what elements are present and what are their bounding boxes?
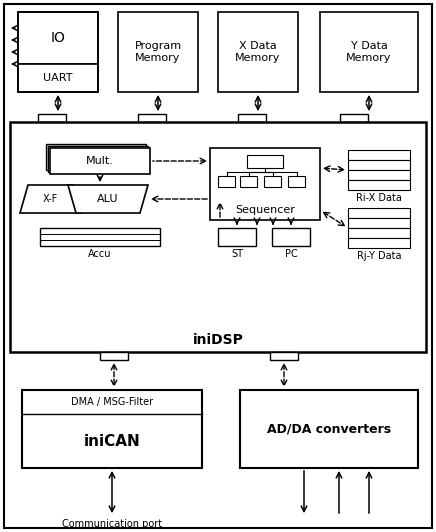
FancyBboxPatch shape (348, 150, 410, 160)
Text: Ri-X Data: Ri-X Data (356, 193, 402, 203)
FancyBboxPatch shape (210, 148, 320, 220)
FancyBboxPatch shape (38, 114, 66, 122)
FancyBboxPatch shape (10, 122, 426, 352)
FancyBboxPatch shape (340, 114, 368, 122)
Text: Mult.: Mult. (86, 156, 114, 166)
FancyBboxPatch shape (138, 114, 166, 122)
FancyBboxPatch shape (40, 228, 160, 246)
Polygon shape (68, 185, 148, 213)
FancyBboxPatch shape (348, 218, 410, 228)
FancyBboxPatch shape (22, 390, 202, 468)
FancyBboxPatch shape (238, 114, 266, 122)
FancyBboxPatch shape (348, 228, 410, 238)
FancyBboxPatch shape (348, 170, 410, 180)
FancyBboxPatch shape (218, 12, 298, 92)
FancyBboxPatch shape (348, 238, 410, 248)
Text: X-F: X-F (43, 194, 58, 204)
Text: Rj-Y Data: Rj-Y Data (357, 251, 401, 261)
Text: Accu: Accu (88, 249, 112, 259)
Text: iniDSP: iniDSP (193, 333, 243, 347)
FancyBboxPatch shape (118, 12, 198, 92)
FancyBboxPatch shape (264, 176, 281, 187)
FancyBboxPatch shape (218, 176, 235, 187)
FancyBboxPatch shape (272, 228, 310, 246)
Text: Sequencer: Sequencer (235, 205, 295, 215)
Text: Communication port: Communication port (62, 519, 162, 529)
FancyBboxPatch shape (348, 160, 410, 170)
Text: ST: ST (231, 249, 243, 259)
Text: AD/DA converters: AD/DA converters (267, 422, 391, 436)
FancyBboxPatch shape (288, 176, 305, 187)
Text: Y Data
Memory: Y Data Memory (346, 41, 392, 63)
FancyBboxPatch shape (320, 12, 418, 92)
Text: ALU: ALU (97, 194, 119, 204)
FancyBboxPatch shape (48, 146, 148, 172)
FancyBboxPatch shape (270, 352, 298, 360)
FancyBboxPatch shape (50, 148, 150, 174)
FancyBboxPatch shape (46, 144, 146, 170)
FancyBboxPatch shape (247, 155, 283, 168)
FancyBboxPatch shape (240, 390, 418, 468)
Text: X Data
Memory: X Data Memory (235, 41, 281, 63)
FancyBboxPatch shape (18, 12, 98, 64)
Text: DMA / MSG-Filter: DMA / MSG-Filter (71, 397, 153, 407)
FancyBboxPatch shape (348, 208, 410, 218)
Text: iniCAN: iniCAN (84, 434, 140, 448)
FancyBboxPatch shape (348, 180, 410, 190)
FancyBboxPatch shape (218, 228, 256, 246)
FancyBboxPatch shape (240, 176, 257, 187)
FancyBboxPatch shape (100, 352, 128, 360)
Text: IO: IO (51, 31, 65, 45)
Text: Program
Memory: Program Memory (134, 41, 181, 63)
Text: PC: PC (285, 249, 297, 259)
FancyBboxPatch shape (18, 64, 98, 92)
Polygon shape (20, 185, 81, 213)
Text: UART: UART (43, 73, 73, 83)
